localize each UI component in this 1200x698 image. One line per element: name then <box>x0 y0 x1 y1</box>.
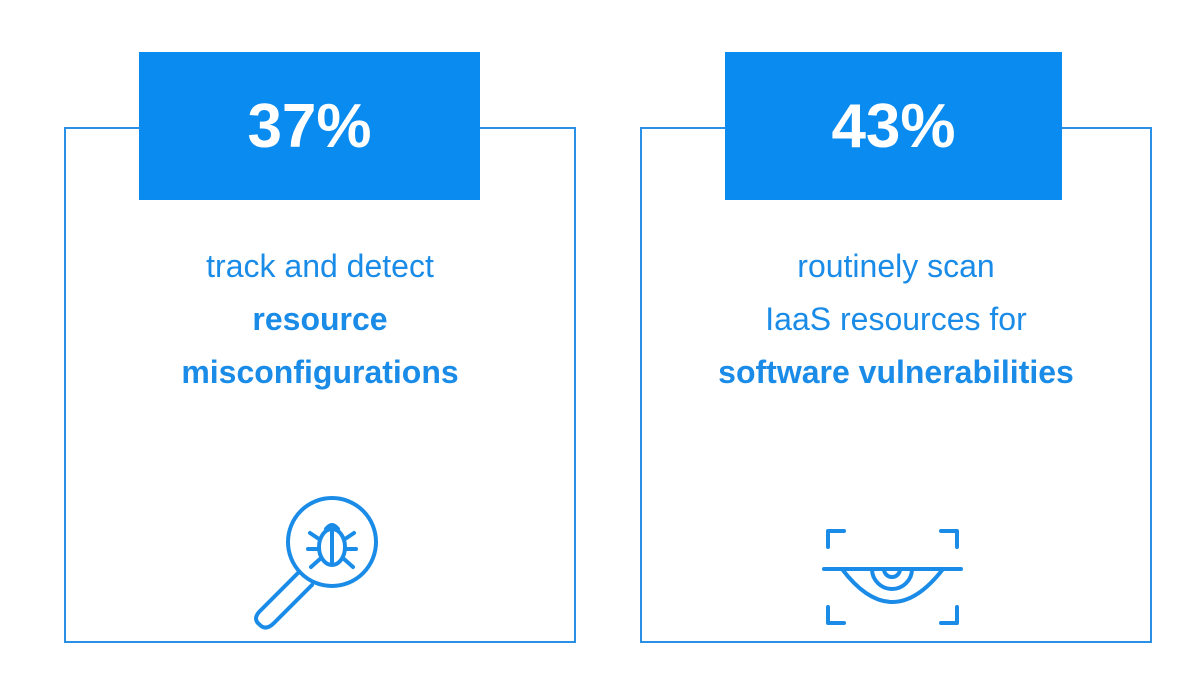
description: track and detect resource misconfigurati… <box>64 240 576 399</box>
stat: 43% <box>831 91 956 161</box>
description: routinely scan IaaS resources for softwa… <box>640 240 1152 399</box>
eye-scan-icon <box>822 529 963 625</box>
stat-box: 43% <box>725 52 1062 200</box>
stat-box: 37% <box>139 52 480 200</box>
bold-line: resource <box>252 301 388 337</box>
bug-search-icon <box>254 496 378 630</box>
bold-line: software vulnerabilities <box>718 354 1074 390</box>
text-line: track and detect <box>206 248 434 284</box>
text-line: IaaS resources for <box>765 301 1027 337</box>
text-line: routinely scan <box>797 248 995 284</box>
stat: 37% <box>247 91 372 161</box>
bold-line: misconfigurations <box>181 354 459 390</box>
